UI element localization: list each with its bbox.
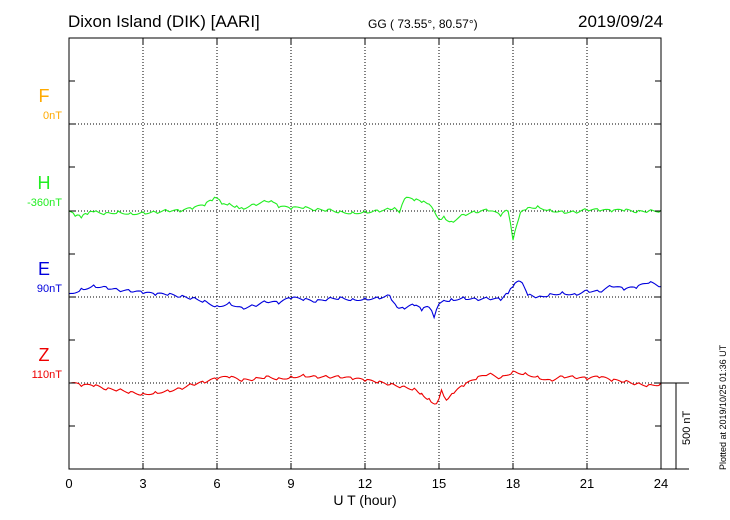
series-line-z [68, 370, 662, 405]
component-baseline-h: -360nT [27, 197, 62, 209]
x-tick-label: 24 [654, 476, 668, 491]
grid-lines [69, 38, 661, 469]
date-label: 2019/09/24 [578, 12, 664, 31]
component-baseline-f: 0nT [43, 110, 62, 122]
scale-bar-label: 500 nT [681, 410, 693, 445]
component-name-e: E [37, 259, 50, 279]
x-tick-label: 0 [65, 476, 72, 491]
component-name-h: H [37, 173, 51, 193]
component-baseline-z: 110nT [31, 369, 62, 381]
component-baseline-e: 90nT [36, 283, 62, 295]
x-tick-label: 15 [432, 476, 446, 491]
series-line-h [68, 196, 662, 241]
series-lines [68, 196, 662, 405]
x-tick-label: 6 [213, 476, 220, 491]
x-tick-label: 12 [358, 476, 372, 491]
x-tick-label: 9 [287, 476, 294, 491]
plotted-timestamp: Plotted at 2019/10/25 01:36 UT [718, 344, 728, 470]
geographic-coordinates: GG ( 73.55°, 80.57°) [368, 17, 478, 31]
x-axis-ticks: 0 3 6 9 12 15 18 21 24 [65, 38, 668, 491]
x-tick-label: 3 [139, 476, 146, 491]
x-tick-label: 21 [580, 476, 594, 491]
component-name-f: F [38, 86, 50, 106]
scale-bar [661, 382, 689, 470]
x-axis-label: U T (hour) [333, 492, 397, 508]
x-tick-label: 18 [506, 476, 520, 491]
station-title: Dixon Island (DIK) [AARI] [68, 12, 260, 31]
component-name-z: Z [38, 345, 50, 365]
series-line-e [68, 280, 661, 320]
